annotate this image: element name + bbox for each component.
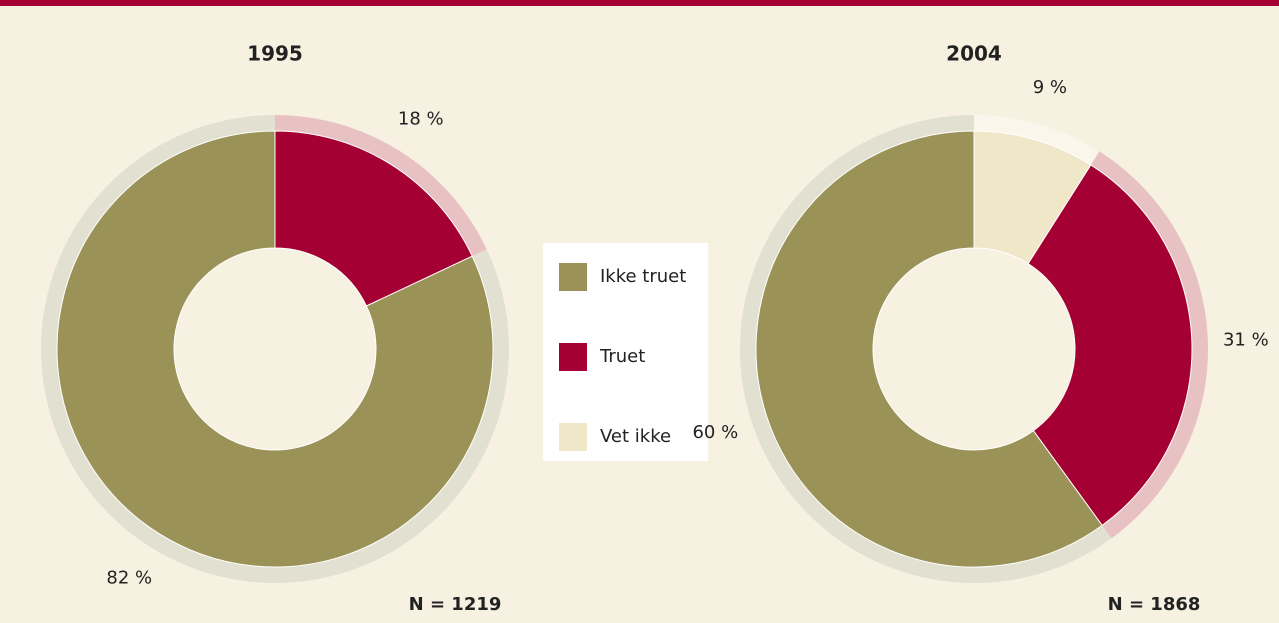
legend-swatch <box>559 343 587 371</box>
sample-size: N = 1868 <box>1108 594 1201 615</box>
value-label: 31 % <box>1223 329 1269 350</box>
legend-swatch <box>559 423 587 451</box>
value-label: 82 % <box>106 568 152 589</box>
donut-segment <box>56 130 494 568</box>
value-label: 9 % <box>1033 77 1067 98</box>
donut-segment <box>755 130 1103 568</box>
chart-title: 2004 <box>946 42 1002 66</box>
value-label: 60 % <box>692 422 738 443</box>
legend-label: Vet ikke <box>600 426 671 447</box>
donut-segment <box>1027 164 1193 527</box>
donut-ring <box>1090 151 1208 539</box>
value-label: 18 % <box>398 108 444 129</box>
legend-label: Ikke truet <box>600 266 686 287</box>
chart-title: 1995 <box>247 42 303 66</box>
legend-label: Truet <box>599 346 645 367</box>
legend-swatch <box>559 263 587 291</box>
sample-size: N = 1219 <box>409 594 502 615</box>
donut-segment <box>274 130 473 307</box>
top-rule <box>0 0 1279 6</box>
